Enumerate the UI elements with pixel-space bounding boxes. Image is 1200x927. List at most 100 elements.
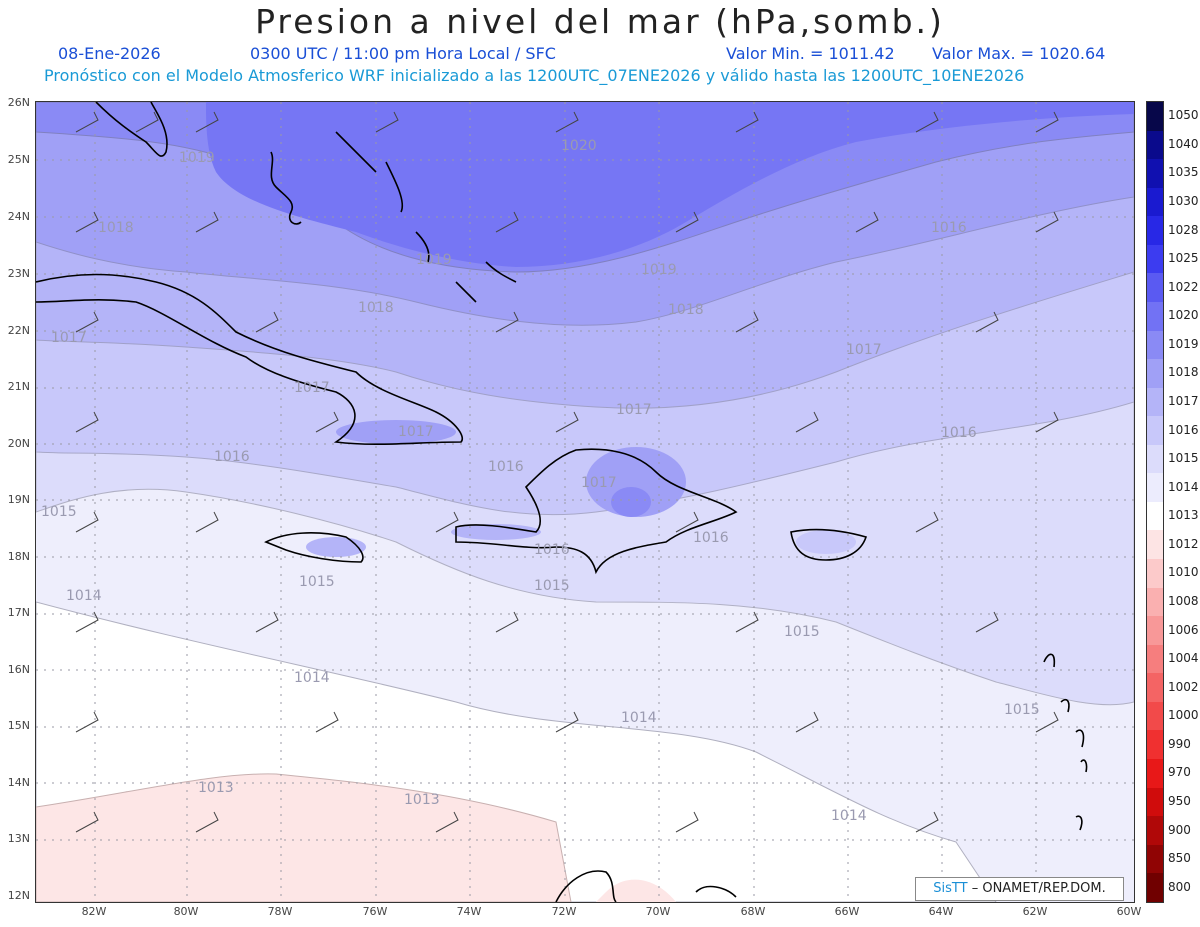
colorbar-swatch [1147,130,1163,160]
colorbar-swatch [1147,359,1163,388]
lon-label: 60W [1116,905,1142,918]
forecast-time: 0300 UTC / 11:00 pm Hora Local / SFC [250,44,556,63]
colorbar-swatch [1147,673,1163,702]
brand-logo: SisTT [933,881,968,896]
credit-text: – ONAMET/REP.DOM. [971,881,1106,896]
lat-label: 13N [7,832,30,845]
colorbar-swatch [1147,244,1163,274]
colorbar-label: 1017 [1168,394,1199,408]
colorbar-swatch [1147,159,1163,188]
colorbar-swatch [1147,787,1163,817]
colorbar-swatch [1147,416,1163,445]
colorbar-label: 1008 [1168,594,1199,608]
colorbar-label: 1016 [1168,422,1199,437]
colorbar-swatch [1147,758,1163,788]
colorbar [1146,101,1164,903]
contour-label: 1014 [831,808,867,824]
lon-label: 74W [456,905,482,918]
contour-label: 1018 [668,302,704,318]
colorbar-label: 1010 [1168,565,1199,580]
colorbar-swatch [1147,559,1163,588]
max-value: Valor Max. = 1020.64 [932,44,1106,63]
colorbar-label: 1050 [1168,108,1199,123]
colorbar-label: 1004 [1168,651,1199,666]
contour-label: 1016 [693,530,729,546]
contour-label: 1018 [98,220,134,236]
contour-label: 1013 [404,792,440,808]
contour-label: 1017 [846,342,882,358]
contour-label: 1019 [416,252,452,268]
lat-label: 24N [7,210,30,223]
contour-label: 1018 [358,300,394,316]
contour-label: 1013 [198,780,234,796]
colorbar-label: 1006 [1168,622,1199,637]
contour-label: 1015 [534,578,570,594]
colorbar-label: 1020 [1168,308,1199,323]
lon-label: 76W [362,905,388,918]
colorbar-swatch [1147,501,1163,531]
lon-label: 80W [173,905,199,918]
lon-label: 82W [81,905,107,918]
colorbar-swatch [1147,473,1163,502]
colorbar-label: 1022 [1168,279,1199,294]
contour-label: 1014 [621,710,657,726]
colorbar-swatch [1147,273,1163,302]
colorbar-label: 950 [1168,794,1191,808]
lat-label: 17N [7,606,30,619]
lon-label: 66W [834,905,860,918]
contour-labels: 1019 1020 1018 1019 1016 1019 1018 1018 … [41,138,1040,824]
lat-label: 26N [7,96,30,109]
wind-barbs [75,111,1059,833]
contour-label: 1017 [398,424,434,440]
contour-label: 1019 [641,262,677,278]
contour-label: 1017 [616,402,652,418]
colorbar-label: 850 [1168,851,1191,866]
contour-label: 1019 [179,150,215,166]
colorbar-label: 970 [1168,765,1191,780]
colorbar-label: 800 [1168,879,1191,894]
colorbar-label: 1014 [1168,479,1199,494]
lat-label: 18N [7,550,30,563]
colorbar-swatch [1147,216,1163,245]
lat-label: 20N [7,437,30,450]
lon-label: 78W [267,905,293,918]
colorbar-label: 1013 [1168,508,1199,523]
colorbar-swatch [1147,330,1163,360]
lon-label: 64W [928,905,954,918]
model-info: Pronóstico con el Modelo Atmosferico WRF… [44,66,1025,85]
colorbar-label: 1030 [1168,194,1199,208]
lat-label: 16N [7,663,30,676]
lat-label: 15N [7,719,30,732]
colorbar-swatch [1147,530,1163,559]
colorbar-label: 900 [1168,822,1191,837]
lon-label: 72W [551,905,577,918]
colorbar-swatch [1147,816,1163,845]
colorbar-label: 1040 [1168,136,1199,151]
contour-label: 1020 [561,138,597,154]
pressure-field: 1019 1020 1018 1019 1016 1019 1018 1018 … [36,102,1134,902]
contour-label: 1016 [534,542,570,558]
credit-box: SisTT – ONAMET/REP.DOM. [915,877,1124,901]
colorbar-label: 1019 [1168,336,1199,351]
colorbar-swatch [1147,873,1163,902]
contour-label: 1016 [931,220,967,236]
colorbar-swatch [1147,301,1163,331]
colorbar-swatch [1147,187,1163,217]
lon-label: 70W [645,905,671,918]
colorbar-label: 990 [1168,736,1191,751]
coastlines [36,102,1088,902]
contour-label: 1014 [294,670,330,686]
contour-label: 1017 [51,330,87,346]
colorbar-label: 1035 [1168,165,1199,180]
lon-label: 62W [1022,905,1048,918]
contour-label: 1016 [941,425,977,441]
colorbar-label: 1028 [1168,222,1199,237]
lat-label: 23N [7,267,30,280]
colorbar-swatch [1147,616,1163,645]
colorbar-swatch [1147,102,1163,131]
colorbar-swatch [1147,644,1163,674]
contour-label: 1017 [294,380,330,396]
lat-label: 12N [7,889,30,902]
lat-label: 21N [7,380,30,393]
colorbar-label: 1012 [1168,536,1199,551]
